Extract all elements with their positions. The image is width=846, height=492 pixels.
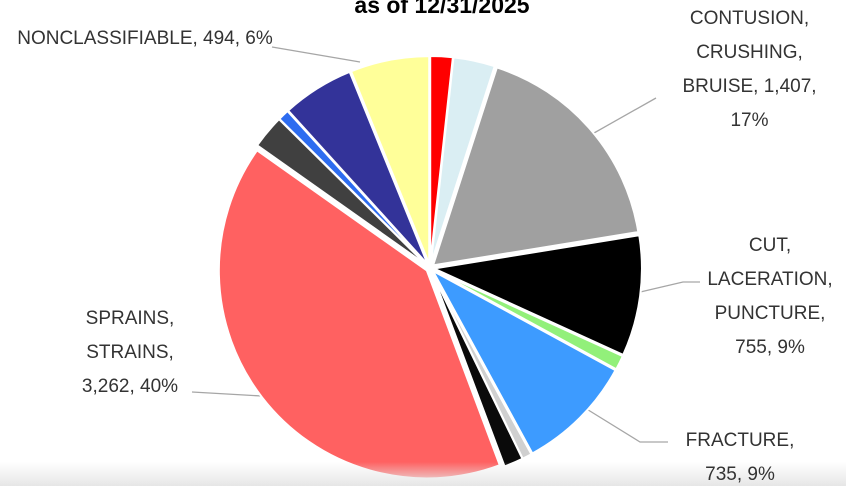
bottom-band <box>0 462 846 486</box>
pie-slice <box>431 66 640 267</box>
pie-slice <box>430 268 617 455</box>
pie-slice <box>429 56 496 265</box>
leader-line <box>584 407 668 443</box>
chart-title: as of 12/31/2025 <box>354 0 530 18</box>
leader-line <box>191 391 263 397</box>
leader-line <box>593 97 657 134</box>
leader-lines <box>191 46 700 443</box>
data-label: CUT, LACERATION, PUNCTURE, 755, 9% <box>707 235 833 358</box>
leader-line <box>271 46 361 63</box>
pie-slice <box>349 55 431 265</box>
pie-slice <box>286 70 429 266</box>
data-label: NONCLASSIFIABLE, 494, 6% <box>17 28 273 49</box>
data-label: FRACTURE, 735, 9% <box>685 430 795 485</box>
pie-slice <box>433 268 625 371</box>
data-label: SPRAINS, STRAINS, 3,262, 40% <box>81 308 179 397</box>
leader-line <box>635 281 700 294</box>
pie-slice <box>430 234 643 357</box>
data-label: CONTUSION, CRUSHING, BRUISE, 1,407, 17% <box>682 8 817 131</box>
